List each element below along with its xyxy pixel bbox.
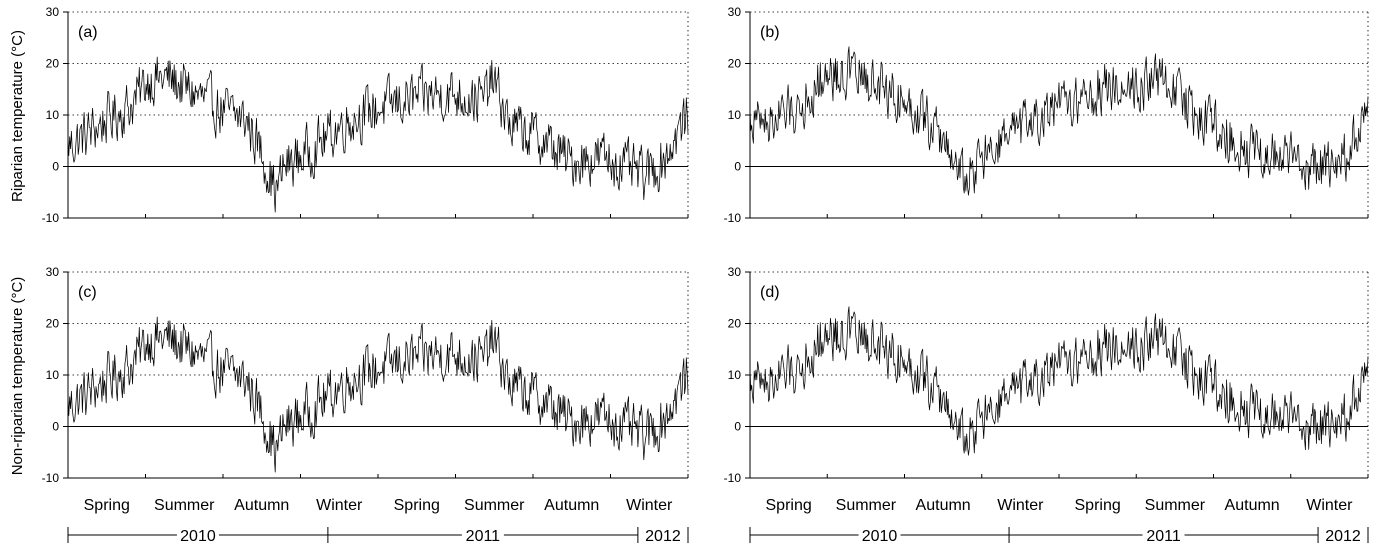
temperature-series-line — [67, 316, 689, 473]
season-label: Autumn — [916, 497, 971, 514]
y-tick-label: 30 — [46, 265, 60, 279]
season-label: Autumn — [544, 497, 599, 514]
ylabel-riparian: Riparian temperature (°C) — [9, 30, 26, 202]
y-tick-label: 10 — [46, 368, 60, 382]
panel-label: (c) — [78, 284, 97, 301]
year-label: 2011 — [1146, 528, 1181, 543]
x-axis-labels-left: Spring Summer Autumn Winter Spring Summer Autu… — [67, 497, 689, 543]
y-tick-label: 30 — [728, 265, 742, 279]
season-label: Summer — [1145, 497, 1206, 514]
temperature-series-line — [749, 46, 1369, 196]
panel-label: (b) — [760, 24, 780, 41]
year-label: 2012 — [1325, 528, 1361, 543]
season-label: Winter — [1306, 497, 1353, 514]
chart-panel-c: -10 0 10 20 30 (c) — [42, 265, 689, 485]
chart-panel-d: -10 0 10 20 30 (d) — [724, 265, 1369, 485]
season-label: Winter — [997, 497, 1044, 514]
season-label: Spring — [84, 497, 130, 514]
season-label: Autumn — [1225, 497, 1280, 514]
season-label: Winter — [626, 497, 673, 514]
season-label: Autumn — [234, 497, 289, 514]
y-tick-label: -10 — [42, 211, 60, 225]
y-tick-label: 10 — [728, 108, 742, 122]
x-axis-labels-right: Spring Summer Autumn Winter Spring Summer Autu… — [749, 497, 1369, 543]
season-label: Winter — [316, 497, 363, 514]
y-tick-label: 20 — [728, 317, 742, 331]
season-label: Summer — [464, 497, 525, 514]
y-tick-label: 0 — [52, 160, 59, 174]
year-label: 2012 — [645, 528, 681, 543]
y-tick-label: 20 — [728, 57, 742, 71]
y-tick-label: 0 — [734, 160, 741, 174]
y-tick-label: 30 — [46, 5, 60, 19]
y-tick-label: 20 — [46, 57, 60, 71]
season-label: Summer — [154, 497, 215, 514]
panel-label: (a) — [78, 24, 98, 41]
y-tick-label: -10 — [724, 471, 742, 485]
year-label: 2011 — [466, 528, 501, 543]
y-tick-label: 30 — [728, 5, 742, 19]
season-label: Spring — [394, 497, 440, 514]
temperature-series-line — [749, 306, 1369, 456]
y-tick-label: 0 — [52, 420, 59, 434]
season-label: Summer — [836, 497, 897, 514]
y-tick-label: -10 — [724, 211, 742, 225]
y-tick-label: -10 — [42, 471, 60, 485]
y-tick-label: 0 — [734, 420, 741, 434]
panel-label: (d) — [760, 284, 780, 301]
season-label: Spring — [766, 497, 812, 514]
y-tick-label: 10 — [728, 368, 742, 382]
year-label: 2010 — [862, 528, 898, 543]
year-label: 2010 — [180, 528, 216, 543]
temperature-series-line — [67, 56, 689, 213]
chart-panel-a: -10 0 10 20 30 (a) — [42, 5, 689, 225]
season-label: Spring — [1075, 497, 1121, 514]
chart-panel-b: -10 0 10 20 30 (b) — [724, 5, 1369, 225]
ylabel-non-riparian: Non-riparian temperature (°C) — [9, 277, 26, 476]
y-tick-label: 10 — [46, 108, 60, 122]
y-tick-label: 20 — [46, 317, 60, 331]
